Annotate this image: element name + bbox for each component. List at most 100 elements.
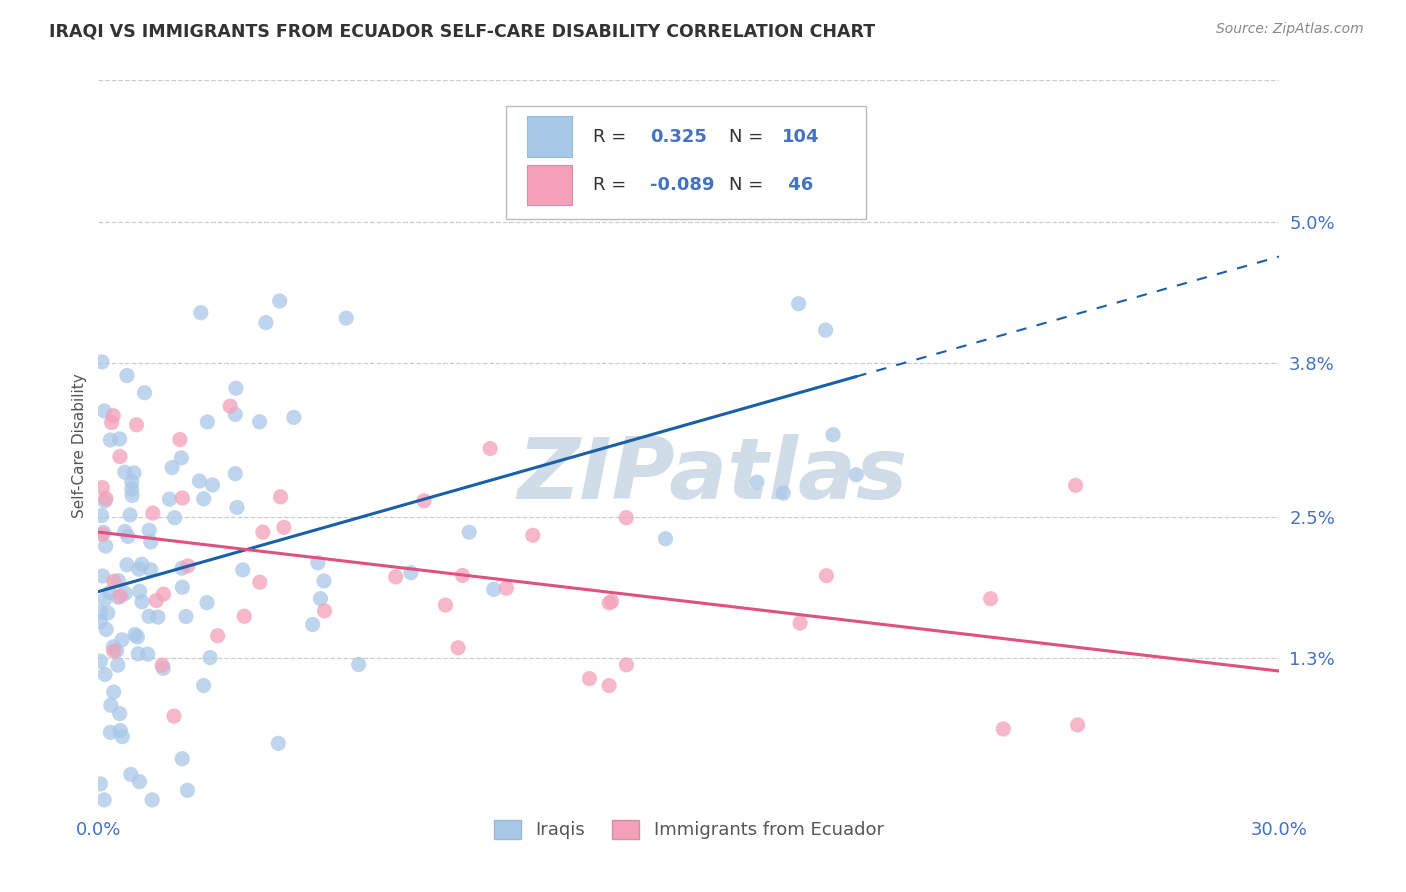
Point [93, 592, 115, 607]
Point [170, 450, 193, 465]
Point [193, 679, 215, 693]
Point [152, 661, 174, 675]
Point [100, 416, 122, 430]
Point [447, 640, 470, 655]
Point [111, 730, 134, 744]
Point [823, 427, 845, 442]
Point [163, 709, 186, 723]
Point [96, 623, 118, 637]
Point [309, 591, 332, 606]
Point [145, 593, 167, 607]
Point [91, 569, 114, 583]
Point [616, 657, 638, 672]
Point [219, 399, 242, 413]
Point [845, 467, 868, 482]
Point [97, 606, 120, 620]
Point [122, 466, 145, 480]
FancyBboxPatch shape [506, 106, 866, 219]
Point [125, 417, 148, 432]
Point [188, 474, 211, 488]
Point [124, 627, 146, 641]
Point [598, 596, 620, 610]
Point [384, 570, 406, 584]
Point [207, 629, 229, 643]
Point [108, 432, 131, 446]
Point [198, 650, 221, 665]
Point [193, 491, 215, 506]
Point [201, 478, 224, 492]
Point [314, 604, 336, 618]
Point [159, 492, 181, 507]
Point [283, 410, 305, 425]
Point [146, 610, 169, 624]
Bar [527, 165, 572, 205]
Point [787, 296, 810, 310]
Point [451, 568, 474, 582]
Point [89, 605, 111, 619]
Point [131, 595, 153, 609]
Point [114, 465, 136, 479]
Point [195, 415, 218, 429]
Point [434, 598, 457, 612]
Point [458, 525, 481, 540]
Point [522, 528, 544, 542]
Point [980, 591, 1002, 606]
Point [249, 415, 271, 429]
Point [176, 783, 198, 797]
Point [91, 355, 114, 369]
Point [94, 491, 117, 506]
Point [226, 500, 249, 515]
Point [121, 482, 143, 496]
Point [814, 323, 837, 337]
Point [103, 644, 125, 658]
Point [91, 527, 114, 541]
Point [224, 467, 246, 481]
Text: ZIPatlas: ZIPatlas [517, 434, 908, 516]
Point [120, 767, 142, 781]
Point [128, 562, 150, 576]
Point [94, 494, 117, 508]
Point [115, 368, 138, 383]
Point [114, 524, 136, 539]
Bar [527, 117, 572, 157]
Point [114, 586, 136, 600]
Point [93, 793, 115, 807]
Point [301, 617, 323, 632]
Point [312, 574, 335, 588]
Point [160, 460, 183, 475]
Point [138, 523, 160, 537]
Point [89, 777, 111, 791]
Point [103, 409, 125, 423]
Point [495, 581, 517, 595]
Point [347, 657, 370, 672]
Point [413, 493, 436, 508]
Point [654, 532, 676, 546]
Point [89, 654, 111, 668]
Point [1066, 718, 1088, 732]
Point [128, 774, 150, 789]
Legend: Iraqis, Immigrants from Ecuador: Iraqis, Immigrants from Ecuador [486, 813, 891, 847]
Point [270, 490, 292, 504]
Text: 0.325: 0.325 [650, 128, 707, 145]
Point [141, 793, 163, 807]
Point [252, 525, 274, 540]
Point [150, 658, 173, 673]
Point [93, 525, 115, 540]
Point [107, 574, 129, 588]
Point [121, 475, 143, 489]
Point [169, 433, 191, 447]
Point [94, 539, 117, 553]
Point [482, 582, 505, 597]
Point [127, 630, 149, 644]
Point [233, 609, 256, 624]
Point [120, 508, 142, 522]
Point [249, 575, 271, 590]
Point [103, 685, 125, 699]
Text: Source: ZipAtlas.com: Source: ZipAtlas.com [1216, 22, 1364, 37]
Point [614, 510, 637, 524]
Point [121, 488, 143, 502]
Point [232, 563, 254, 577]
Point [177, 558, 200, 573]
Point [578, 672, 600, 686]
Point [91, 481, 114, 495]
